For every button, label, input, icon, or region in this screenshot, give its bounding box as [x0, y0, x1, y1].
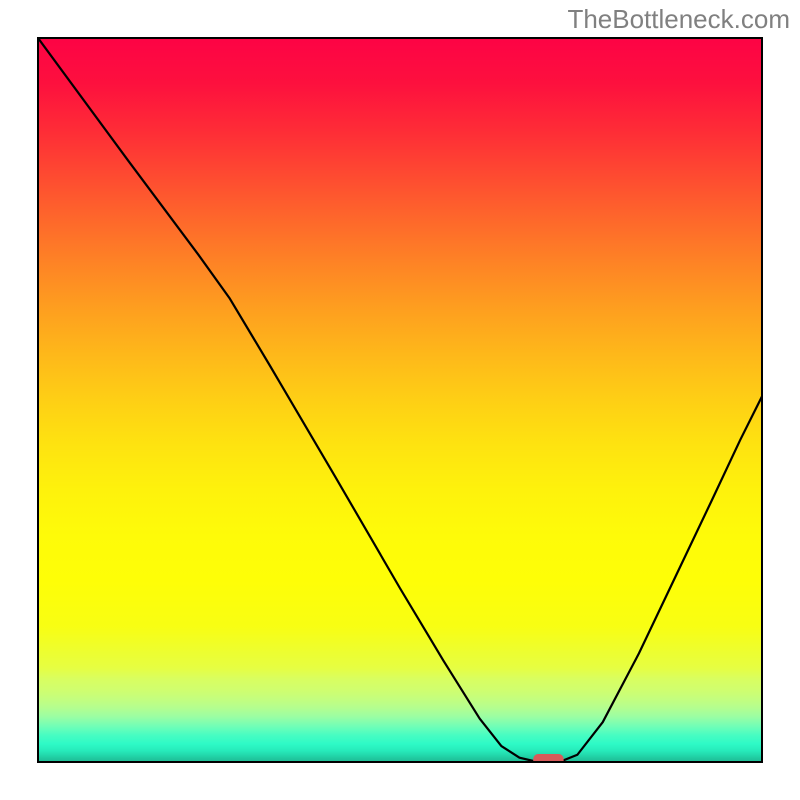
watermark-text: TheBottleneck.com: [567, 4, 790, 35]
chart-container: TheBottleneck.com: [0, 0, 800, 800]
plot-background: [38, 38, 762, 762]
optimal-marker: [533, 754, 563, 766]
bottleneck-chart: [0, 0, 800, 800]
